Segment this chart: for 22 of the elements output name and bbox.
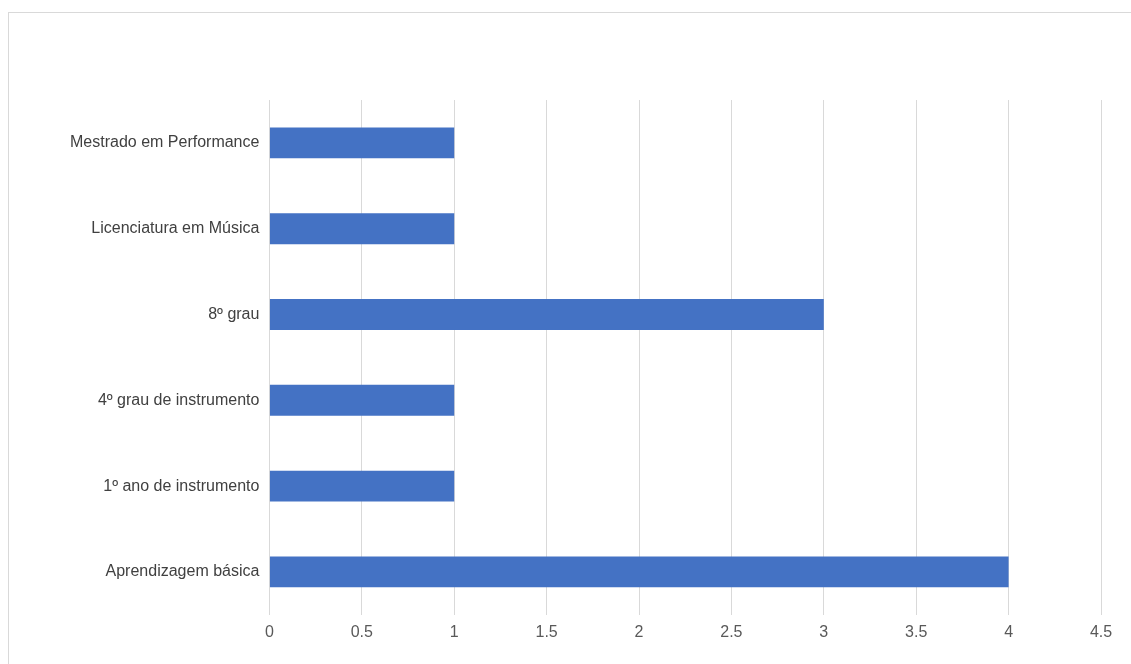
bar xyxy=(269,556,1009,588)
x-tick-label: 2 xyxy=(634,622,644,640)
x-tick-label: 2.5 xyxy=(720,622,743,640)
x-tick-label: 3 xyxy=(819,622,829,640)
x-tick-label: 4.5 xyxy=(1089,622,1113,640)
y-tick-label: Mestrado em Performance xyxy=(70,133,260,151)
bar xyxy=(269,299,824,330)
x-tick-label: 4 xyxy=(1004,622,1014,640)
y-tick-label: 1º ano de instrumento xyxy=(103,476,260,494)
y-tick-label: Aprendizagem básica xyxy=(105,562,260,580)
bar xyxy=(269,213,455,245)
x-tick-label: 1 xyxy=(449,622,459,640)
bar xyxy=(269,384,455,416)
bar xyxy=(269,470,455,502)
bar xyxy=(269,127,455,159)
x-tick-label: 0 xyxy=(264,622,274,640)
y-tick-label: Licenciatura em Música xyxy=(91,219,260,237)
x-tick-label: 3.5 xyxy=(905,622,928,640)
x-tick-label: 0.5 xyxy=(350,622,374,640)
x-tick-label: 1.5 xyxy=(535,622,558,640)
y-tick-label: 4º grau de instrumento xyxy=(97,390,260,408)
y-tick-label: 8º grau xyxy=(208,304,260,322)
